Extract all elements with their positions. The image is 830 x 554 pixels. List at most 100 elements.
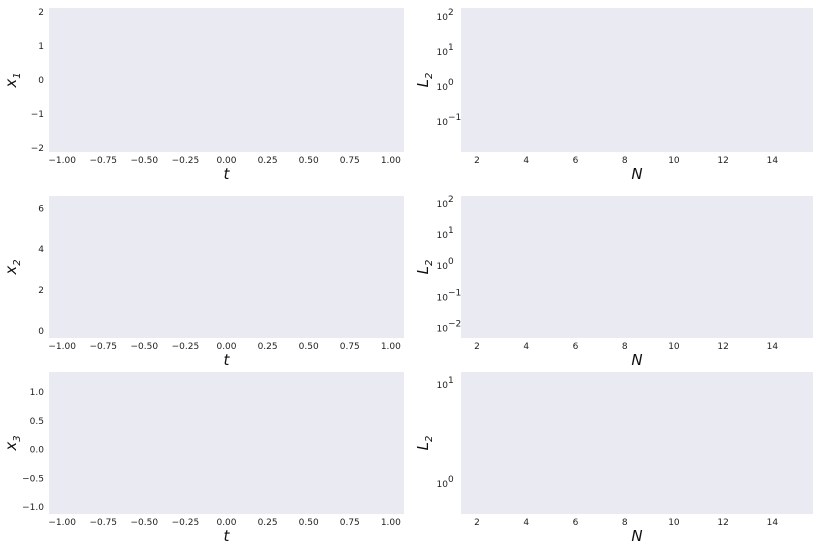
y-axis-label-sub: 2 [424,73,435,79]
x-tick-label: 1.00 [381,342,401,352]
x-tick-label: 10 [668,156,680,166]
x-tick-label: −0.75 [89,518,117,528]
y-tick-exponent: 0 [448,257,454,267]
y-axis-label-main: x [2,79,20,89]
panel-x1-background [49,8,404,152]
x-axis-label: t [224,351,231,369]
x-tick-label: 0.00 [216,156,236,166]
x-tick-label: 1.00 [381,518,401,528]
y-tick-exponent: −1 [448,288,461,298]
panel-x2-background [49,196,404,338]
panel-err1-background [461,8,813,152]
x-tick-label: −0.50 [131,342,159,352]
x-tick-label: 6 [573,342,579,352]
y-tick-label: 2 [38,286,44,296]
x-tick-label: −1.00 [48,518,76,528]
y-axis-label: x1 [2,72,23,88]
y-tick-label: 0 [38,327,44,337]
y-tick-exponent: −2 [448,320,461,330]
x-tick-label: 2 [474,156,480,166]
y-tick-exponent: 1 [448,376,454,386]
y-axis-label: x2 [2,259,23,275]
y-tick-label: 0.0 [30,446,45,456]
y-axis-label: L2 [414,73,435,88]
y-tick-label: 4 [38,245,44,255]
x-tick-label: 0.50 [299,518,319,528]
x-tick-label: 0.75 [340,342,360,352]
y-tick-label: 10 [437,200,449,210]
y-tick-label: 10 [437,118,449,128]
x-tick-label: 2 [474,518,480,528]
y-tick-exponent: 1 [448,43,454,53]
x-tick-label: −0.50 [131,518,159,528]
x-tick-label: −0.25 [172,518,200,528]
y-tick-label: −1 [31,110,44,120]
y-tick-label: −1.0 [22,503,44,513]
y-axis-label-sub: 2 [12,259,23,265]
x-tick-label: 8 [622,156,628,166]
y-tick-label: 1 [38,42,44,52]
y-axis-label-main: x [2,442,20,452]
y-axis-label-main: L [414,79,432,87]
y-tick-label: 10 [437,381,449,391]
y-tick-label: 10 [437,325,449,335]
x-tick-label: 12 [717,156,728,166]
x-axis-label: t [224,165,231,183]
x-tick-label: 0.50 [299,342,319,352]
y-axis-label-sub: 1 [12,72,23,78]
x-axis-label: N [631,165,642,183]
x-axis-label: N [631,527,642,545]
x-axis-label: t [224,527,231,545]
y-tick-label: 10 [437,83,449,93]
x-tick-label: 8 [622,518,628,528]
x-tick-label: 6 [573,518,579,528]
x-tick-label: −0.75 [89,342,117,352]
y-tick-label: 0 [38,76,44,86]
y-axis-label: x3 [2,435,23,451]
x-tick-label: 0.50 [299,156,319,166]
y-tick-exponent: 2 [448,195,454,205]
y-axis-label-sub: 3 [12,435,23,441]
y-axis-label-main: L [414,442,432,450]
y-tick-label: 10 [437,13,449,23]
x-tick-label: −0.50 [131,156,159,166]
y-axis-label: L2 [414,260,435,275]
x-tick-label: 4 [523,518,529,528]
panel-x3-background [49,372,404,514]
y-axis-label-sub: 2 [424,260,435,266]
x-tick-label: 0.75 [340,518,360,528]
x-tick-label: 12 [717,518,728,528]
x-tick-label: 2 [474,342,480,352]
y-tick-label: −0.5 [22,474,44,484]
x-tick-label: 4 [523,342,529,352]
y-tick-exponent: 2 [448,8,454,18]
y-tick-label: 1.0 [30,388,45,398]
x-tick-label: 6 [573,156,579,166]
panel-err2-background [461,196,813,338]
x-tick-label: −1.00 [48,156,76,166]
x-tick-label: 8 [622,342,628,352]
x-tick-label: 4 [523,156,529,166]
x-tick-label: 14 [767,156,779,166]
x-tick-label: −0.75 [89,156,117,166]
y-tick-exponent: 0 [448,78,454,88]
x-tick-label: 0.25 [258,518,278,528]
y-tick-label: 2 [38,8,44,18]
y-tick-exponent: 1 [448,226,454,236]
x-tick-label: 14 [767,342,779,352]
x-tick-label: 12 [717,342,728,352]
y-tick-label: 0.5 [30,417,44,427]
y-tick-label: 10 [437,293,449,303]
x-tick-label: 0.75 [340,156,360,166]
x-axis-label: N [631,351,642,369]
x-tick-label: 1.00 [381,156,401,166]
y-axis-label-sub: 2 [424,436,435,442]
x-tick-label: 0.00 [216,342,236,352]
y-tick-label: 10 [437,480,449,490]
y-axis-label-main: L [414,266,432,274]
x-tick-label: 14 [767,518,779,528]
y-axis-label-main: x [2,266,20,276]
x-tick-label: −0.25 [172,156,200,166]
x-tick-label: −1.00 [48,342,76,352]
x-tick-label: 10 [668,518,680,528]
